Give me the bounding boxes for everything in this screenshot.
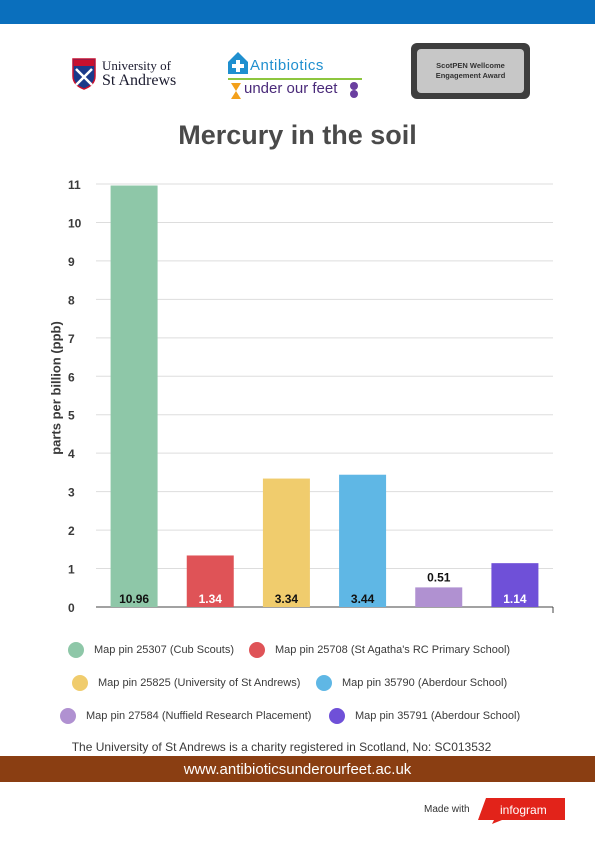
logo-row: University of St Andrews Antibiotics und… bbox=[0, 40, 595, 106]
legend-swatch bbox=[329, 708, 345, 724]
legend-label: Map pin 27584 (Nuffield Research Placeme… bbox=[86, 710, 312, 722]
top-bar bbox=[0, 0, 595, 24]
legend-item[interactable]: Map pin 27584 (Nuffield Research Placeme… bbox=[60, 706, 311, 726]
y-tick-label: 8 bbox=[68, 293, 75, 307]
data-label: 3.44 bbox=[351, 592, 375, 606]
y-tick-label: 10 bbox=[68, 216, 82, 230]
y-tick-label: 7 bbox=[68, 332, 75, 346]
y-tick-label: 6 bbox=[68, 370, 75, 384]
legend-item[interactable]: Map pin 35791 (Aberdour School) bbox=[329, 706, 520, 726]
university-logo: University of St Andrews bbox=[72, 58, 192, 98]
legend-item[interactable]: Map pin 35790 (Aberdour School) bbox=[316, 673, 507, 693]
university-name-line2: St Andrews bbox=[102, 72, 177, 89]
footer-bar: www.antibioticsunderourfeet.ac.uk bbox=[0, 756, 595, 782]
legend-swatch bbox=[249, 642, 265, 658]
bar bbox=[339, 474, 387, 607]
y-tick-label: 11 bbox=[68, 178, 81, 192]
y-tick-label: 1 bbox=[68, 563, 75, 577]
y-tick-label: 9 bbox=[68, 255, 75, 269]
y-tick-label: 3 bbox=[68, 486, 75, 500]
y-tick-label: 4 bbox=[68, 447, 75, 461]
legend-swatch bbox=[68, 642, 84, 658]
made-with-text: Made with bbox=[424, 804, 470, 815]
data-label: 1.14 bbox=[503, 592, 527, 606]
legend-swatch bbox=[60, 708, 76, 724]
university-name-line1: University of bbox=[102, 58, 171, 73]
bar-chart: 0 1 2 3 4 5 6 7 8 9 10 11 10.96 1.34 3.34 3.44 0.51 1.14 bbox=[68, 178, 554, 615]
infogram-label: infogram bbox=[500, 803, 547, 817]
award-badge: ScotPEN Wellcome Engagement Award bbox=[411, 43, 530, 99]
hourglass-icon bbox=[231, 83, 241, 99]
data-label: 0.51 bbox=[427, 570, 451, 584]
y-tick-label: 2 bbox=[68, 524, 75, 538]
bar bbox=[415, 587, 463, 607]
data-label: 10.96 bbox=[119, 592, 149, 606]
infogram-flag-icon bbox=[478, 798, 565, 824]
chart-title: Mercury in the soil bbox=[178, 120, 417, 150]
bacteria-icon bbox=[350, 82, 358, 98]
legend-item[interactable]: Map pin 25307 (Cub Scouts) bbox=[68, 640, 234, 660]
legend-item[interactable]: Map pin 25825 (University of St Andrews) bbox=[72, 673, 300, 693]
legend-swatch bbox=[72, 675, 88, 691]
legend-swatch bbox=[316, 675, 332, 691]
data-label: 3.34 bbox=[275, 592, 299, 606]
antibiotics-title: Antibiotics bbox=[250, 57, 324, 74]
bar bbox=[110, 185, 158, 607]
infogram-badge[interactable]: infogram bbox=[478, 798, 566, 824]
legend-item[interactable]: Map pin 25708 (St Agatha's RC Primary Sc… bbox=[249, 640, 510, 660]
award-line1: ScotPEN Wellcome bbox=[436, 61, 505, 70]
antibiotics-logo: Antibiotics under our feet bbox=[226, 50, 366, 104]
charity-notice: The University of St Andrews is a charit… bbox=[71, 740, 492, 754]
legend-label: Map pin 25825 (University of St Andrews) bbox=[98, 677, 301, 689]
logo-divider bbox=[228, 78, 362, 80]
bar bbox=[262, 478, 310, 607]
medical-house-icon bbox=[228, 52, 248, 74]
legend-label: Map pin 35791 (Aberdour School) bbox=[355, 710, 521, 722]
y-tick-label: 5 bbox=[68, 409, 75, 423]
website-link[interactable]: www.antibioticsunderourfeet.ac.uk bbox=[183, 760, 412, 778]
y-tick-label: 0 bbox=[68, 601, 75, 615]
legend-label: Map pin 35790 (Aberdour School) bbox=[342, 677, 508, 689]
university-shield-icon bbox=[72, 58, 96, 90]
legend-label: Map pin 25307 (Cub Scouts) bbox=[94, 644, 235, 656]
data-label: 1.34 bbox=[199, 592, 223, 606]
bar bbox=[186, 555, 234, 607]
bar bbox=[491, 563, 539, 607]
award-line2: Engagement Award bbox=[435, 71, 506, 80]
legend-label: Map pin 25708 (St Agatha's RC Primary Sc… bbox=[275, 644, 511, 656]
antibiotics-subtitle: under our feet bbox=[244, 80, 338, 97]
